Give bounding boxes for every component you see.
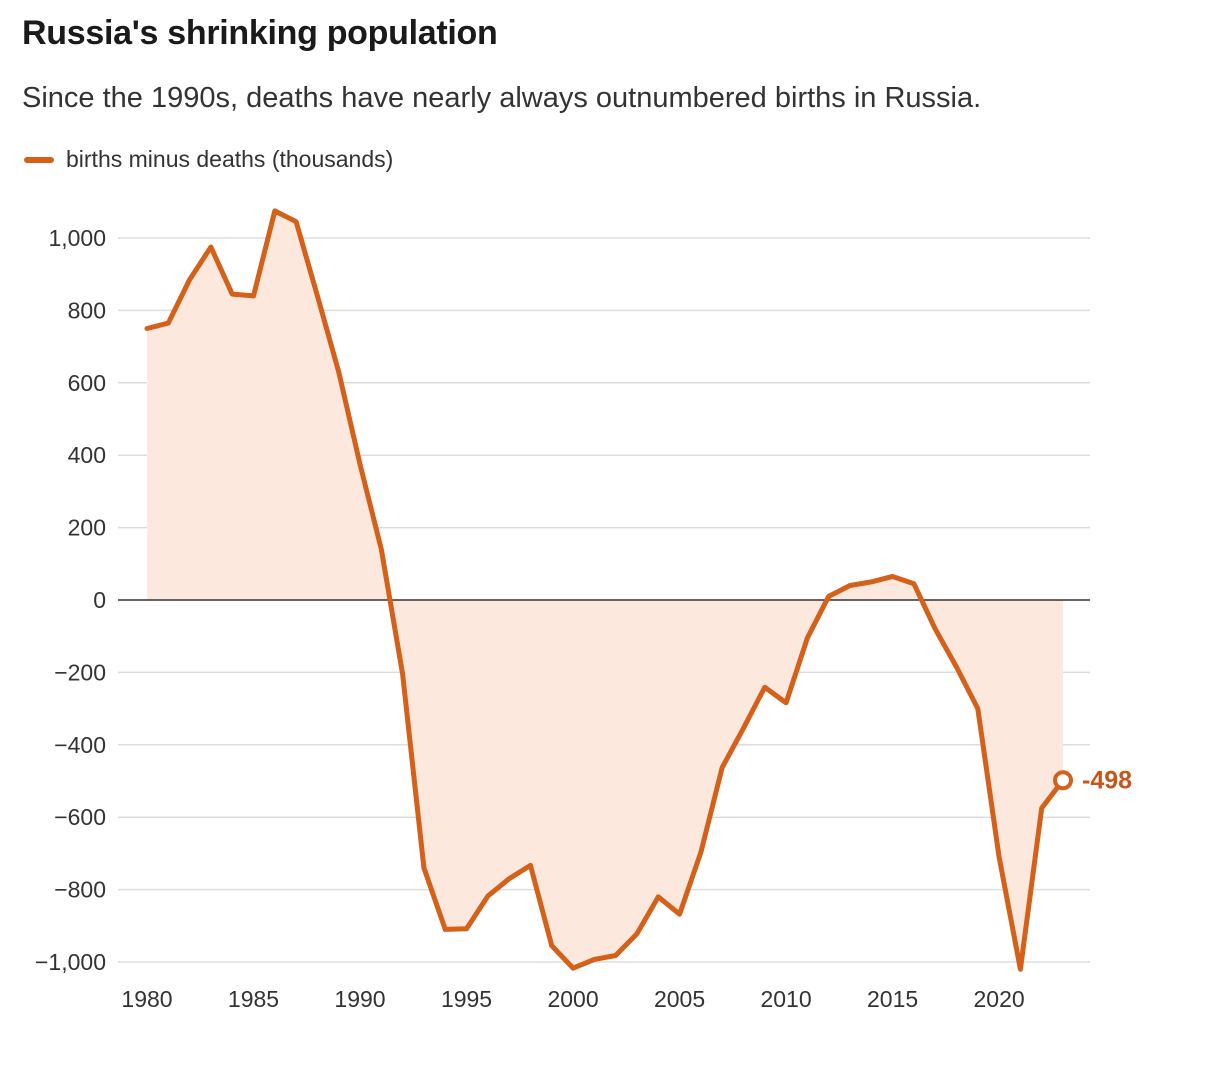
x-tick-label: 1985: [228, 986, 279, 1012]
y-tick-label: −400: [54, 732, 106, 758]
y-tick-label: 200: [68, 515, 106, 541]
legend: births minus deaths (thousands): [24, 146, 393, 173]
end-value-label: -498: [1082, 766, 1132, 794]
y-tick-label: 600: [68, 370, 106, 396]
x-tick-label: 1995: [441, 986, 492, 1012]
x-tick-label: 2000: [547, 986, 598, 1012]
chart-subtitle: Since the 1990s, deaths have nearly alwa…: [22, 82, 982, 114]
y-tick-label: −600: [54, 804, 106, 830]
area-fill: [147, 210, 1063, 970]
x-tick-label: 2020: [974, 986, 1025, 1012]
x-tick-label: 2015: [867, 986, 918, 1012]
y-tick-label: 800: [68, 297, 106, 323]
y-tick-label: 1,000: [48, 225, 106, 251]
y-tick-label: 400: [68, 442, 106, 468]
legend-label: births minus deaths (thousands): [66, 146, 394, 172]
series-line: [144, 208, 1066, 972]
x-tick-label: 2005: [654, 986, 705, 1012]
y-tick-label: −200: [54, 659, 106, 685]
chart-title: Russia's shrinking population: [22, 14, 498, 52]
legend-swatch: [24, 156, 54, 163]
x-tick-label: 1990: [334, 986, 385, 1012]
y-tick-label: 0: [93, 587, 106, 613]
x-tick-label: 2010: [760, 986, 811, 1012]
y-tick-label: −1,000: [35, 949, 106, 975]
y-tick-label: −800: [54, 877, 106, 903]
x-tick-label: 1980: [121, 986, 172, 1012]
end-point-marker: [1053, 770, 1073, 791]
